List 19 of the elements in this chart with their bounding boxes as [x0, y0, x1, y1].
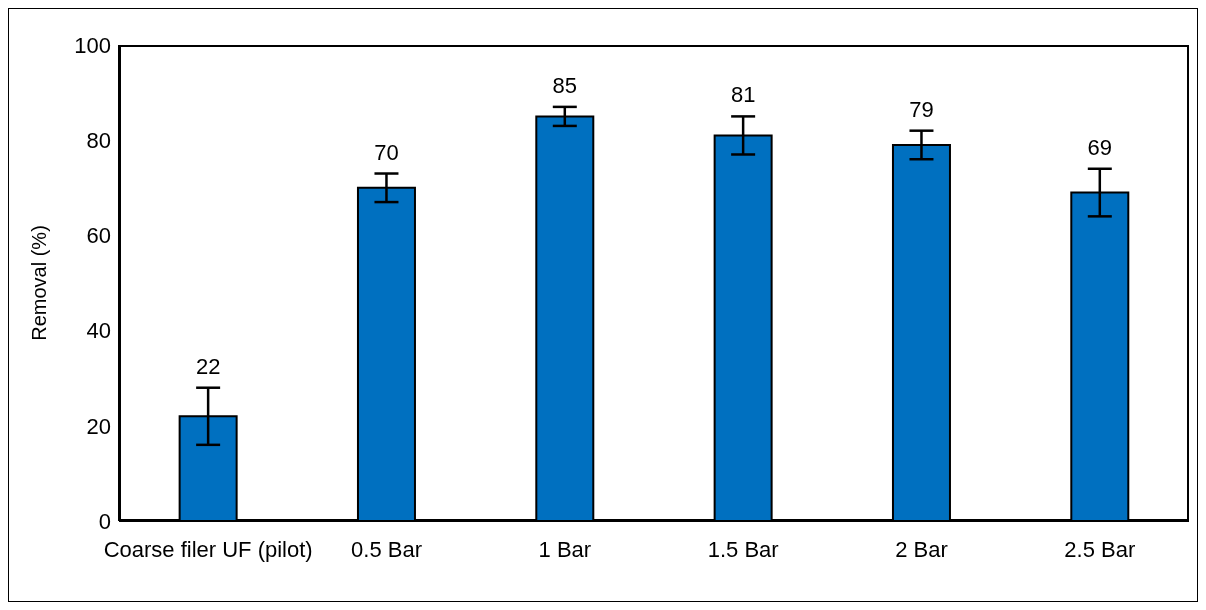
y-tick-label: 100 — [74, 32, 111, 58]
y-tick-label: 60 — [86, 223, 111, 249]
y-axis-title: Removal (%) — [28, 225, 51, 341]
x-tick-label: 1 Bar — [538, 536, 592, 562]
x-tick-label: 1.5 Bar — [707, 536, 779, 562]
data-label: 70 — [374, 139, 399, 165]
data-label: 69 — [1087, 134, 1113, 160]
data-label: 22 — [195, 353, 221, 379]
data-label: 79 — [909, 96, 934, 122]
x-tick-label: 0.5 Bar — [351, 536, 422, 562]
x-tick-label: Coarse filer UF (pilot) — [103, 536, 313, 562]
x-tick-label: 2 Bar — [895, 536, 948, 562]
data-label: 81 — [730, 82, 756, 108]
y-tick-label: 40 — [86, 318, 111, 344]
data-label: 85 — [552, 72, 578, 98]
y-tick-label: 20 — [86, 413, 111, 439]
x-tick-label: 2.5 Bar — [1064, 536, 1136, 562]
y-tick-label: 0 — [98, 508, 111, 534]
y-tick-label: 80 — [86, 128, 111, 154]
